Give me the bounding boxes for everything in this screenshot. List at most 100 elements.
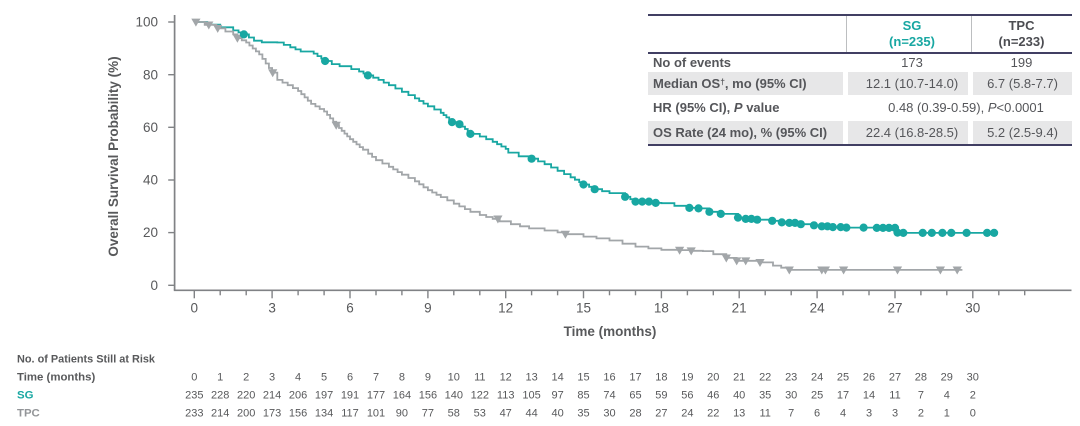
svg-text:4: 4: [944, 390, 950, 402]
svg-text:59: 59: [655, 390, 667, 402]
svg-text:14: 14: [863, 390, 875, 402]
svg-text:2: 2: [243, 372, 249, 384]
svg-text:40: 40: [551, 408, 563, 420]
svg-text:18: 18: [654, 301, 669, 316]
svg-text:156: 156: [419, 390, 437, 402]
svg-text:177: 177: [367, 390, 385, 402]
svg-text:30: 30: [603, 408, 615, 420]
svg-text:173: 173: [263, 408, 281, 420]
svg-text:11: 11: [474, 372, 485, 384]
svg-text:27: 27: [889, 372, 901, 384]
svg-text:3: 3: [892, 408, 898, 420]
svg-text:17: 17: [629, 372, 641, 384]
svg-text:15: 15: [576, 301, 591, 316]
svg-text:191: 191: [341, 390, 359, 402]
svg-text:29: 29: [941, 372, 953, 384]
svg-text:214: 214: [263, 390, 281, 402]
svg-text:25: 25: [811, 390, 823, 402]
svg-text:164: 164: [393, 390, 411, 402]
svg-text:3: 3: [269, 372, 275, 384]
svg-text:214: 214: [211, 408, 229, 420]
svg-text:28: 28: [915, 372, 927, 384]
svg-text:23: 23: [785, 372, 797, 384]
svg-text:11: 11: [889, 390, 900, 402]
svg-text:0: 0: [150, 278, 158, 293]
svg-text:47: 47: [500, 408, 512, 420]
svg-text:27: 27: [887, 301, 902, 316]
svg-text:0: 0: [970, 408, 976, 420]
svg-text:3: 3: [268, 301, 276, 316]
svg-text:105: 105: [522, 390, 540, 402]
svg-text:27: 27: [655, 408, 667, 420]
svg-text:220: 220: [237, 390, 255, 402]
svg-text:0: 0: [191, 301, 199, 316]
svg-text:No. of Patients Still at Risk: No. of Patients Still at Risk: [17, 354, 156, 366]
svg-text:56: 56: [681, 390, 693, 402]
svg-text:65: 65: [629, 390, 641, 402]
svg-text:TPC: TPC: [17, 408, 40, 420]
svg-text:Overall Survival Probability (: Overall Survival Probability (%): [106, 56, 121, 256]
svg-text:4: 4: [295, 372, 301, 384]
svg-text:Time (months): Time (months): [564, 324, 657, 339]
svg-text:13: 13: [525, 372, 537, 384]
svg-text:24: 24: [681, 408, 693, 420]
svg-text:25: 25: [837, 372, 849, 384]
svg-text:1: 1: [944, 408, 950, 420]
svg-text:1: 1: [217, 372, 223, 384]
svg-text:22: 22: [707, 408, 719, 420]
svg-text:46: 46: [707, 390, 719, 402]
svg-text:24: 24: [811, 372, 823, 384]
svg-text:197: 197: [315, 390, 333, 402]
svg-text:9: 9: [425, 372, 431, 384]
svg-text:7: 7: [788, 408, 794, 420]
svg-text:156: 156: [289, 408, 307, 420]
svg-text:97: 97: [551, 390, 563, 402]
svg-text:16: 16: [603, 372, 615, 384]
svg-text:44: 44: [525, 408, 537, 420]
svg-text:200: 200: [237, 408, 255, 420]
svg-text:6: 6: [814, 408, 820, 420]
svg-text:85: 85: [577, 390, 589, 402]
svg-text:10: 10: [448, 372, 460, 384]
svg-text:19: 19: [681, 372, 693, 384]
svg-text:22: 22: [759, 372, 771, 384]
svg-text:30: 30: [785, 390, 797, 402]
svg-text:2: 2: [970, 390, 976, 402]
svg-text:0: 0: [191, 372, 197, 384]
svg-text:140: 140: [445, 390, 463, 402]
svg-text:113: 113: [497, 390, 515, 402]
svg-text:206: 206: [289, 390, 307, 402]
svg-text:117: 117: [341, 408, 359, 420]
svg-text:9: 9: [424, 301, 432, 316]
svg-text:4: 4: [840, 408, 846, 420]
svg-text:30: 30: [965, 301, 980, 316]
svg-text:77: 77: [422, 408, 434, 420]
svg-text:17: 17: [837, 390, 849, 402]
svg-text:3: 3: [866, 408, 872, 420]
svg-text:7: 7: [918, 390, 924, 402]
svg-text:235: 235: [185, 390, 203, 402]
svg-text:101: 101: [367, 408, 385, 420]
svg-text:20: 20: [707, 372, 719, 384]
svg-text:233: 233: [185, 408, 203, 420]
svg-text:Time (months): Time (months): [17, 372, 95, 384]
svg-text:26: 26: [863, 372, 875, 384]
svg-text:11: 11: [759, 408, 770, 420]
svg-text:SG: SG: [17, 390, 34, 402]
svg-text:21: 21: [733, 372, 745, 384]
svg-text:100: 100: [135, 15, 158, 30]
svg-text:15: 15: [577, 372, 589, 384]
svg-text:18: 18: [655, 372, 667, 384]
svg-text:20: 20: [143, 225, 158, 240]
svg-text:80: 80: [143, 67, 158, 82]
svg-text:134: 134: [315, 408, 333, 420]
svg-text:13: 13: [733, 408, 745, 420]
svg-text:40: 40: [733, 390, 745, 402]
svg-text:30: 30: [967, 372, 979, 384]
svg-text:6: 6: [347, 372, 353, 384]
svg-text:5: 5: [321, 372, 327, 384]
svg-text:24: 24: [810, 301, 826, 316]
svg-text:12: 12: [498, 301, 513, 316]
svg-text:6: 6: [346, 301, 354, 316]
svg-text:60: 60: [143, 120, 158, 135]
